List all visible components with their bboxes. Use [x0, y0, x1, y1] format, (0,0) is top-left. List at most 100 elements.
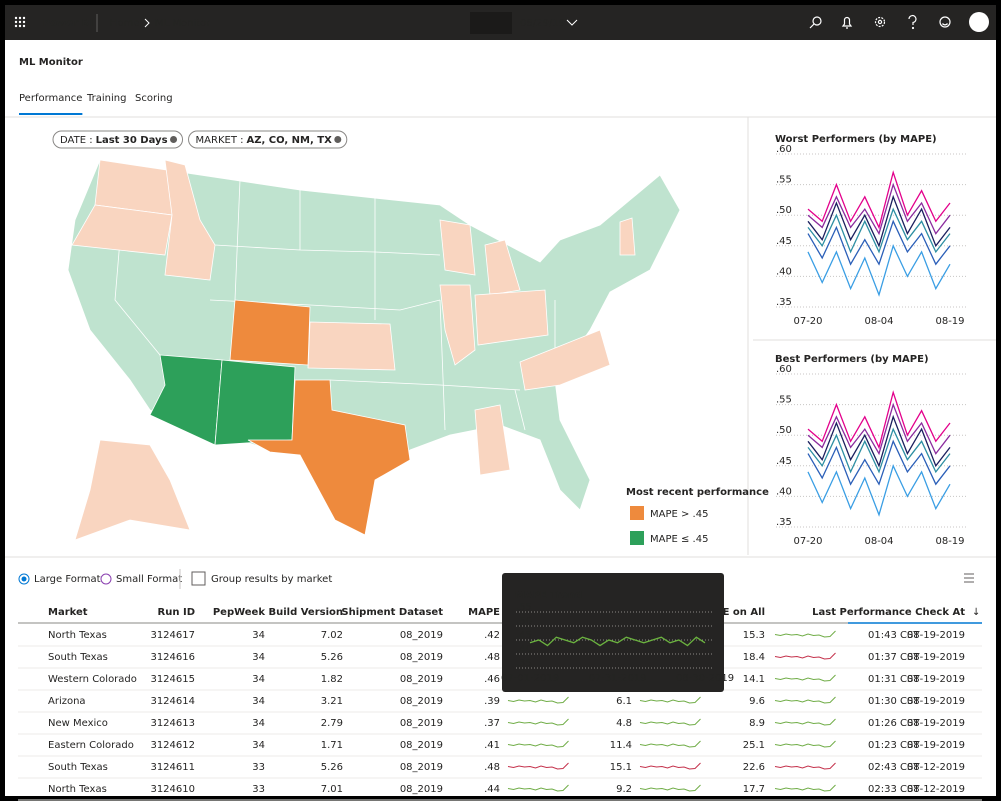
cell: 08-19-2019: [907, 674, 965, 685]
search-icon[interactable]: [809, 16, 822, 29]
line-series: [529, 636, 706, 647]
date-chevron[interactable]: [566, 19, 578, 26]
cell: 08_2019: [400, 652, 443, 663]
feedback-icon[interactable]: [939, 16, 951, 28]
tab[interactable]: Training: [86, 93, 126, 104]
cell: 8.9: [749, 718, 765, 729]
sparkline: [774, 630, 836, 638]
legend-title: Most recent performance: [626, 487, 769, 498]
cell: 08_2019: [400, 762, 443, 773]
radio-label: Large Format: [34, 574, 101, 585]
cell: North Texas: [48, 630, 107, 641]
filter-clear[interactable]: [170, 136, 178, 143]
legend-label: MAPE > .45: [650, 509, 708, 520]
bell-icon[interactable]: [841, 16, 853, 29]
tab[interactable]: Scoring: [135, 93, 173, 104]
y-tick-label: .35: [776, 297, 792, 308]
cell: 33: [252, 784, 265, 795]
cell: 3124615: [150, 674, 195, 685]
app-launcher[interactable]: [14, 16, 26, 28]
x-tick-label: 08-30-2019: [676, 673, 734, 684]
cell: .37: [484, 718, 500, 729]
column-header[interactable]: MSE on All: [705, 607, 765, 618]
chart-title: Worst Performers (by MAPE): [775, 134, 937, 145]
help-icon[interactable]: [908, 14, 917, 30]
y-tick-label: .55: [776, 395, 792, 406]
column-header[interactable]: Market: [48, 607, 88, 618]
cell: 6.1: [616, 696, 632, 707]
us-map: [67, 159, 681, 541]
cell: 01:31 CST: [868, 674, 920, 685]
state: [164, 159, 216, 281]
state-texas[interactable]: [247, 379, 411, 536]
filter-chip[interactable]: [188, 130, 348, 149]
cell: .46: [484, 674, 500, 685]
filter-chip[interactable]: [52, 130, 184, 149]
line-series: [807, 194, 951, 248]
filter-value: AZ, CO, NM, TX: [246, 135, 332, 146]
line-series: [807, 219, 951, 266]
line-series: [807, 414, 951, 468]
state: [484, 239, 521, 296]
state-arizona[interactable]: [149, 354, 223, 446]
state: [307, 321, 396, 371]
legend-label: MAPE ≤ .45: [650, 534, 708, 545]
column-header[interactable]: MAPE: [468, 607, 500, 618]
cell: 02:33 CST: [868, 784, 920, 795]
y-tick-label: .45: [516, 630, 532, 641]
cell: 4.8: [616, 718, 632, 729]
cell: 08-19-2019: [907, 718, 965, 729]
cell: 1.71: [321, 740, 343, 751]
breadcrumb[interactable]: Home: [110, 18, 140, 29]
column-header[interactable]: Shipment Dataset: [341, 607, 443, 618]
cell: 01:37 CST: [868, 652, 920, 663]
tab[interactable]: Performance: [19, 93, 82, 104]
sparkline: [639, 762, 701, 770]
cell: 1.82: [321, 674, 343, 685]
y-tick-label: .60: [776, 364, 792, 375]
filter-label: DATE :: [60, 135, 93, 146]
state-colorado[interactable]: [229, 299, 311, 366]
cell: New Mexico: [48, 718, 108, 729]
radio[interactable]: [100, 573, 112, 585]
date-picker[interactable]: 08/29/19: [520, 18, 565, 29]
page-title: ML Monitor: [19, 57, 83, 68]
checkbox-label: Group results by market: [211, 574, 332, 585]
cell: 18.4: [743, 652, 765, 663]
sparkline: [774, 652, 836, 660]
settings-icon[interactable]: [874, 16, 886, 28]
cell: 08_2019: [400, 674, 443, 685]
sparkline: [774, 718, 836, 726]
column-header[interactable]: Run ID: [158, 607, 195, 618]
y-tick-label: .55: [516, 602, 532, 613]
y-tick-label: .45: [776, 456, 792, 467]
x-tick-label: 08-19: [935, 536, 964, 547]
cell: 15.1: [610, 762, 632, 773]
sparkline: [507, 784, 569, 792]
avatar[interactable]: [969, 12, 989, 32]
y-tick-label: .60: [776, 144, 792, 155]
cell: 3124613: [150, 718, 195, 729]
filter-clear[interactable]: [334, 136, 342, 143]
sparkline: [639, 740, 701, 748]
cell: .42: [484, 630, 500, 641]
cell: Western Colorado: [48, 674, 137, 685]
x-tick-label: 08-04: [864, 316, 893, 327]
y-tick-label: .55: [776, 175, 792, 186]
state: [439, 219, 476, 276]
state-new-mexico[interactable]: [214, 359, 296, 446]
cell: 08-12-2019: [907, 784, 965, 795]
line-series: [807, 182, 951, 236]
column-header[interactable]: Build Version: [268, 607, 343, 618]
column-header[interactable]: PepWeek: [213, 607, 266, 618]
cell: Arizona: [48, 696, 86, 707]
sparkline: [507, 696, 569, 704]
line-series: [807, 402, 951, 456]
y-tick-label: .50: [776, 205, 792, 216]
checkbox[interactable]: [191, 571, 206, 586]
column-header[interactable]: Last Performance Check At: [812, 607, 965, 618]
cell: 08-12-2019: [907, 762, 965, 773]
sparkline: [774, 674, 836, 682]
x-tick-label: 07-01-2019: [501, 673, 559, 684]
line-series: [807, 463, 951, 517]
